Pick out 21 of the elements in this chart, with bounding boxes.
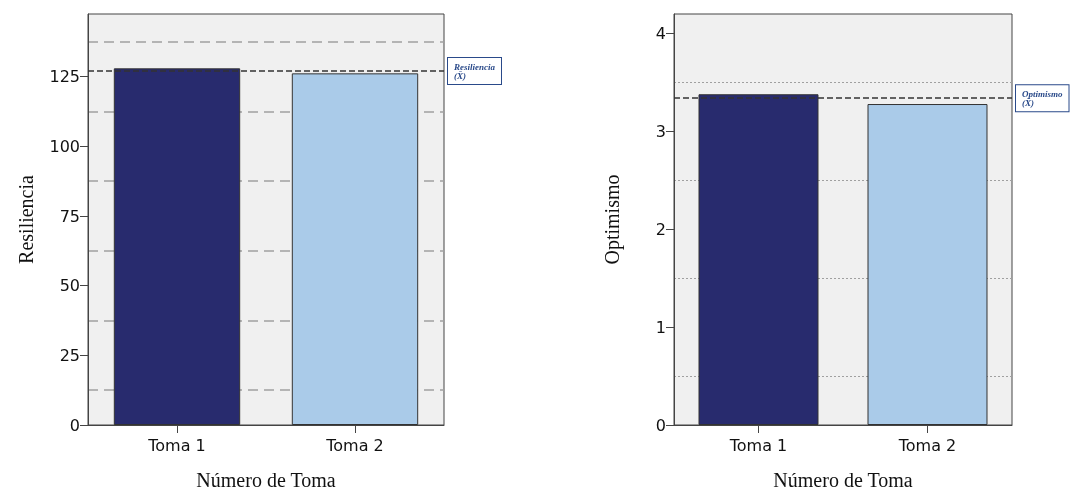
y-tick-label: 50 [59, 276, 80, 296]
y-tick-label: 1 [655, 317, 666, 337]
x-tick-label: Toma 1 [728, 435, 788, 455]
y-tick-label: 100 [49, 136, 80, 156]
y-tick-label: 4 [655, 24, 666, 44]
y-tick-label: 125 [49, 67, 80, 87]
y-tick-label: 0 [655, 415, 666, 435]
ref-line-label: Optimismo (X̄) [1022, 88, 1063, 108]
x-tick-label: Toma 2 [325, 435, 384, 455]
y-tick-label: 3 [655, 121, 666, 141]
x-axis-title: Número de Toma [196, 469, 336, 491]
y-tick-label: 25 [59, 345, 80, 365]
y-tick-label: 0 [69, 415, 80, 435]
ref-line-label: Resiliencia (X̄) [453, 61, 496, 81]
y-axis-title: Resiliencia [15, 174, 37, 264]
y-tick-label: 2 [655, 219, 666, 239]
x-axis-title: Número de Toma [773, 469, 913, 491]
x-tick-label: Toma 2 [897, 435, 957, 455]
x-tick-label: Toma 1 [147, 435, 206, 455]
y-tick-label: 75 [59, 206, 80, 226]
y-axis-title: Optimismo [601, 174, 624, 265]
